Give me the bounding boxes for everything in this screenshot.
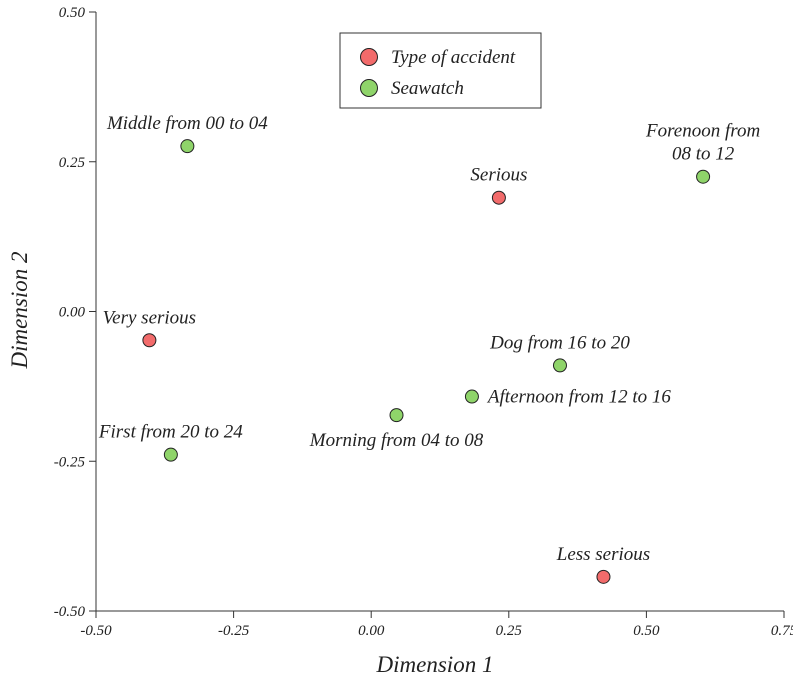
point-dog-from-16-to-20 bbox=[552, 358, 567, 373]
data-points: Serious Very serious Less serious Middle fr… bbox=[98, 113, 760, 584]
label-morning-from-04-to-08: Morning from 04 to 08 bbox=[309, 430, 484, 451]
point-first-from-20-to-24 bbox=[163, 447, 178, 462]
x-tick-label: -0.50 bbox=[80, 623, 112, 639]
point-very-serious bbox=[142, 333, 157, 348]
label-afternoon-from-12-to-16: Afternoon from 12 to 16 bbox=[486, 387, 671, 408]
point-less-serious bbox=[596, 569, 611, 584]
y-tick-label: -0.50 bbox=[54, 604, 86, 620]
label-forenoon-from-08-to-12: Forenoon from bbox=[645, 121, 760, 142]
label-less-serious: Less serious bbox=[556, 544, 650, 565]
legend-marker-type-of-accident bbox=[360, 48, 378, 66]
label-middle-from-00-to-04: Middle from 00 to 04 bbox=[106, 113, 268, 134]
label-dog-from-16-to-20: Dog from 16 to 20 bbox=[489, 332, 630, 353]
legend: Type of accident Seawatch bbox=[339, 32, 542, 109]
label-forenoon-from-08-to-12: 08 to 12 bbox=[672, 144, 735, 165]
legend-label-type-of-accident: Type of accident bbox=[391, 47, 516, 68]
label-first-from-20-to-24: First from 20 to 24 bbox=[98, 422, 243, 443]
x-tick-label: 0.00 bbox=[358, 623, 385, 639]
x-tick-label: 0.25 bbox=[496, 623, 523, 639]
point-serious bbox=[491, 190, 506, 205]
point-middle-from-00-to-04 bbox=[180, 139, 195, 154]
x-tick-label: 0.75 bbox=[771, 623, 793, 639]
label-very-serious: Very serious bbox=[103, 307, 196, 328]
x-tick-label: 0.50 bbox=[633, 623, 660, 639]
x-axis-title: Dimension 1 bbox=[376, 652, 494, 675]
ticks: -0.50 -0.25 0.00 0.25 0.50 0.75 -0.50 -0.25 0.00… bbox=[54, 5, 793, 639]
y-axis-title: Dimension 2 bbox=[7, 252, 32, 370]
y-tick-label: 0.50 bbox=[59, 5, 86, 21]
point-morning-from-04-to-08 bbox=[389, 408, 404, 423]
legend-label-seawatch: Seawatch bbox=[391, 78, 464, 99]
y-tick-label: -0.25 bbox=[54, 454, 86, 470]
legend-marker-seawatch bbox=[360, 79, 378, 97]
x-tick-label: -0.25 bbox=[218, 623, 250, 639]
point-forenoon-from-08-to-12 bbox=[696, 169, 711, 184]
y-tick-label: 0.00 bbox=[59, 305, 86, 321]
axes bbox=[90, 12, 784, 617]
y-tick-label: 0.25 bbox=[59, 155, 86, 171]
label-serious: Serious bbox=[470, 165, 527, 186]
point-afternoon-from-12-to-16 bbox=[464, 389, 479, 404]
